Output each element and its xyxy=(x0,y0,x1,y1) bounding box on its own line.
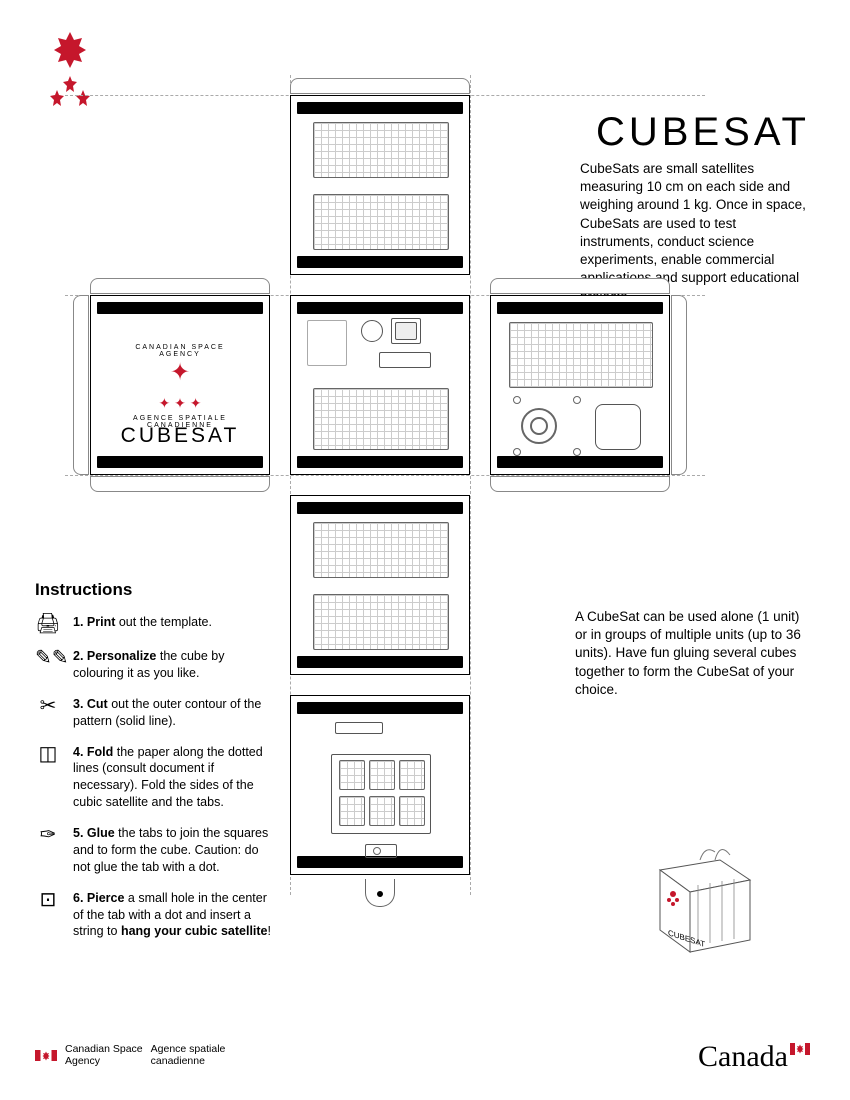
scissors-icon: ✂ xyxy=(35,696,61,730)
instruction-item: ✑5. Glue the tabs to join the squares an… xyxy=(35,825,275,876)
fold-icon: ◫ xyxy=(35,744,61,812)
face-title: CUBESAT xyxy=(91,424,269,448)
instruction-item: ✎✎ 2. Personalize the cube by colouring i… xyxy=(35,648,275,682)
instruction-item: ✂ 3. Cut out the outer contour of the pat… xyxy=(35,696,275,730)
cube-face-left: CANADIAN SPACE AGENCY ✦✦ ✦ ✦ AGENCE SPAT… xyxy=(90,295,270,475)
canada-flag-icon xyxy=(35,1050,57,1061)
instructions-heading: Instructions xyxy=(35,580,275,600)
pierce-tab xyxy=(365,879,395,907)
cube-face-bottom xyxy=(290,695,470,875)
face-csa-roundel: CANADIAN SPACE AGENCY ✦✦ ✦ ✦ AGENCE SPAT… xyxy=(133,344,228,429)
instruction-item: 🖨 1. Print out the template. xyxy=(35,614,275,634)
instruction-item: ◫4. Fold the paper along the dotted line… xyxy=(35,744,275,812)
cube-face-front xyxy=(290,295,470,475)
pencils-icon: ✎✎ xyxy=(35,648,61,682)
finished-cube-illustration: CUBESAT xyxy=(640,830,770,960)
instruction-text: 5. Glue the tabs to join the squares and… xyxy=(73,825,275,876)
canada-wordmark: Canada xyxy=(698,1040,810,1074)
instruction-text: 4. Fold the paper along the dotted lines… xyxy=(73,744,275,812)
instructions-block: Instructions 🖨 1. Print out the template.… xyxy=(35,580,275,954)
instruction-text: 1. Print out the template. xyxy=(73,614,275,634)
cube-face-right xyxy=(490,295,670,475)
cube-face-back xyxy=(290,495,470,675)
pierce-icon: ⊡ xyxy=(35,890,61,941)
instruction-text: 2. Personalize the cube by colouring it … xyxy=(73,648,275,682)
instruction-text: 3. Cut out the outer contour of the patt… xyxy=(73,696,275,730)
secondary-paragraph: A CubeSat can be used alone (1 unit) or … xyxy=(575,608,810,699)
instruction-item: ⊡6. Pierce a small hole in the center of… xyxy=(35,890,275,941)
cube-face-top xyxy=(290,95,470,275)
instruction-text: 6. Pierce a small hole in the center of … xyxy=(73,890,275,941)
footer-agency-signature: Canadian SpaceAgency Agence spatialecana… xyxy=(35,1043,225,1068)
printer-icon: 🖨 xyxy=(35,614,61,634)
glue-icon: ✑ xyxy=(35,825,61,876)
